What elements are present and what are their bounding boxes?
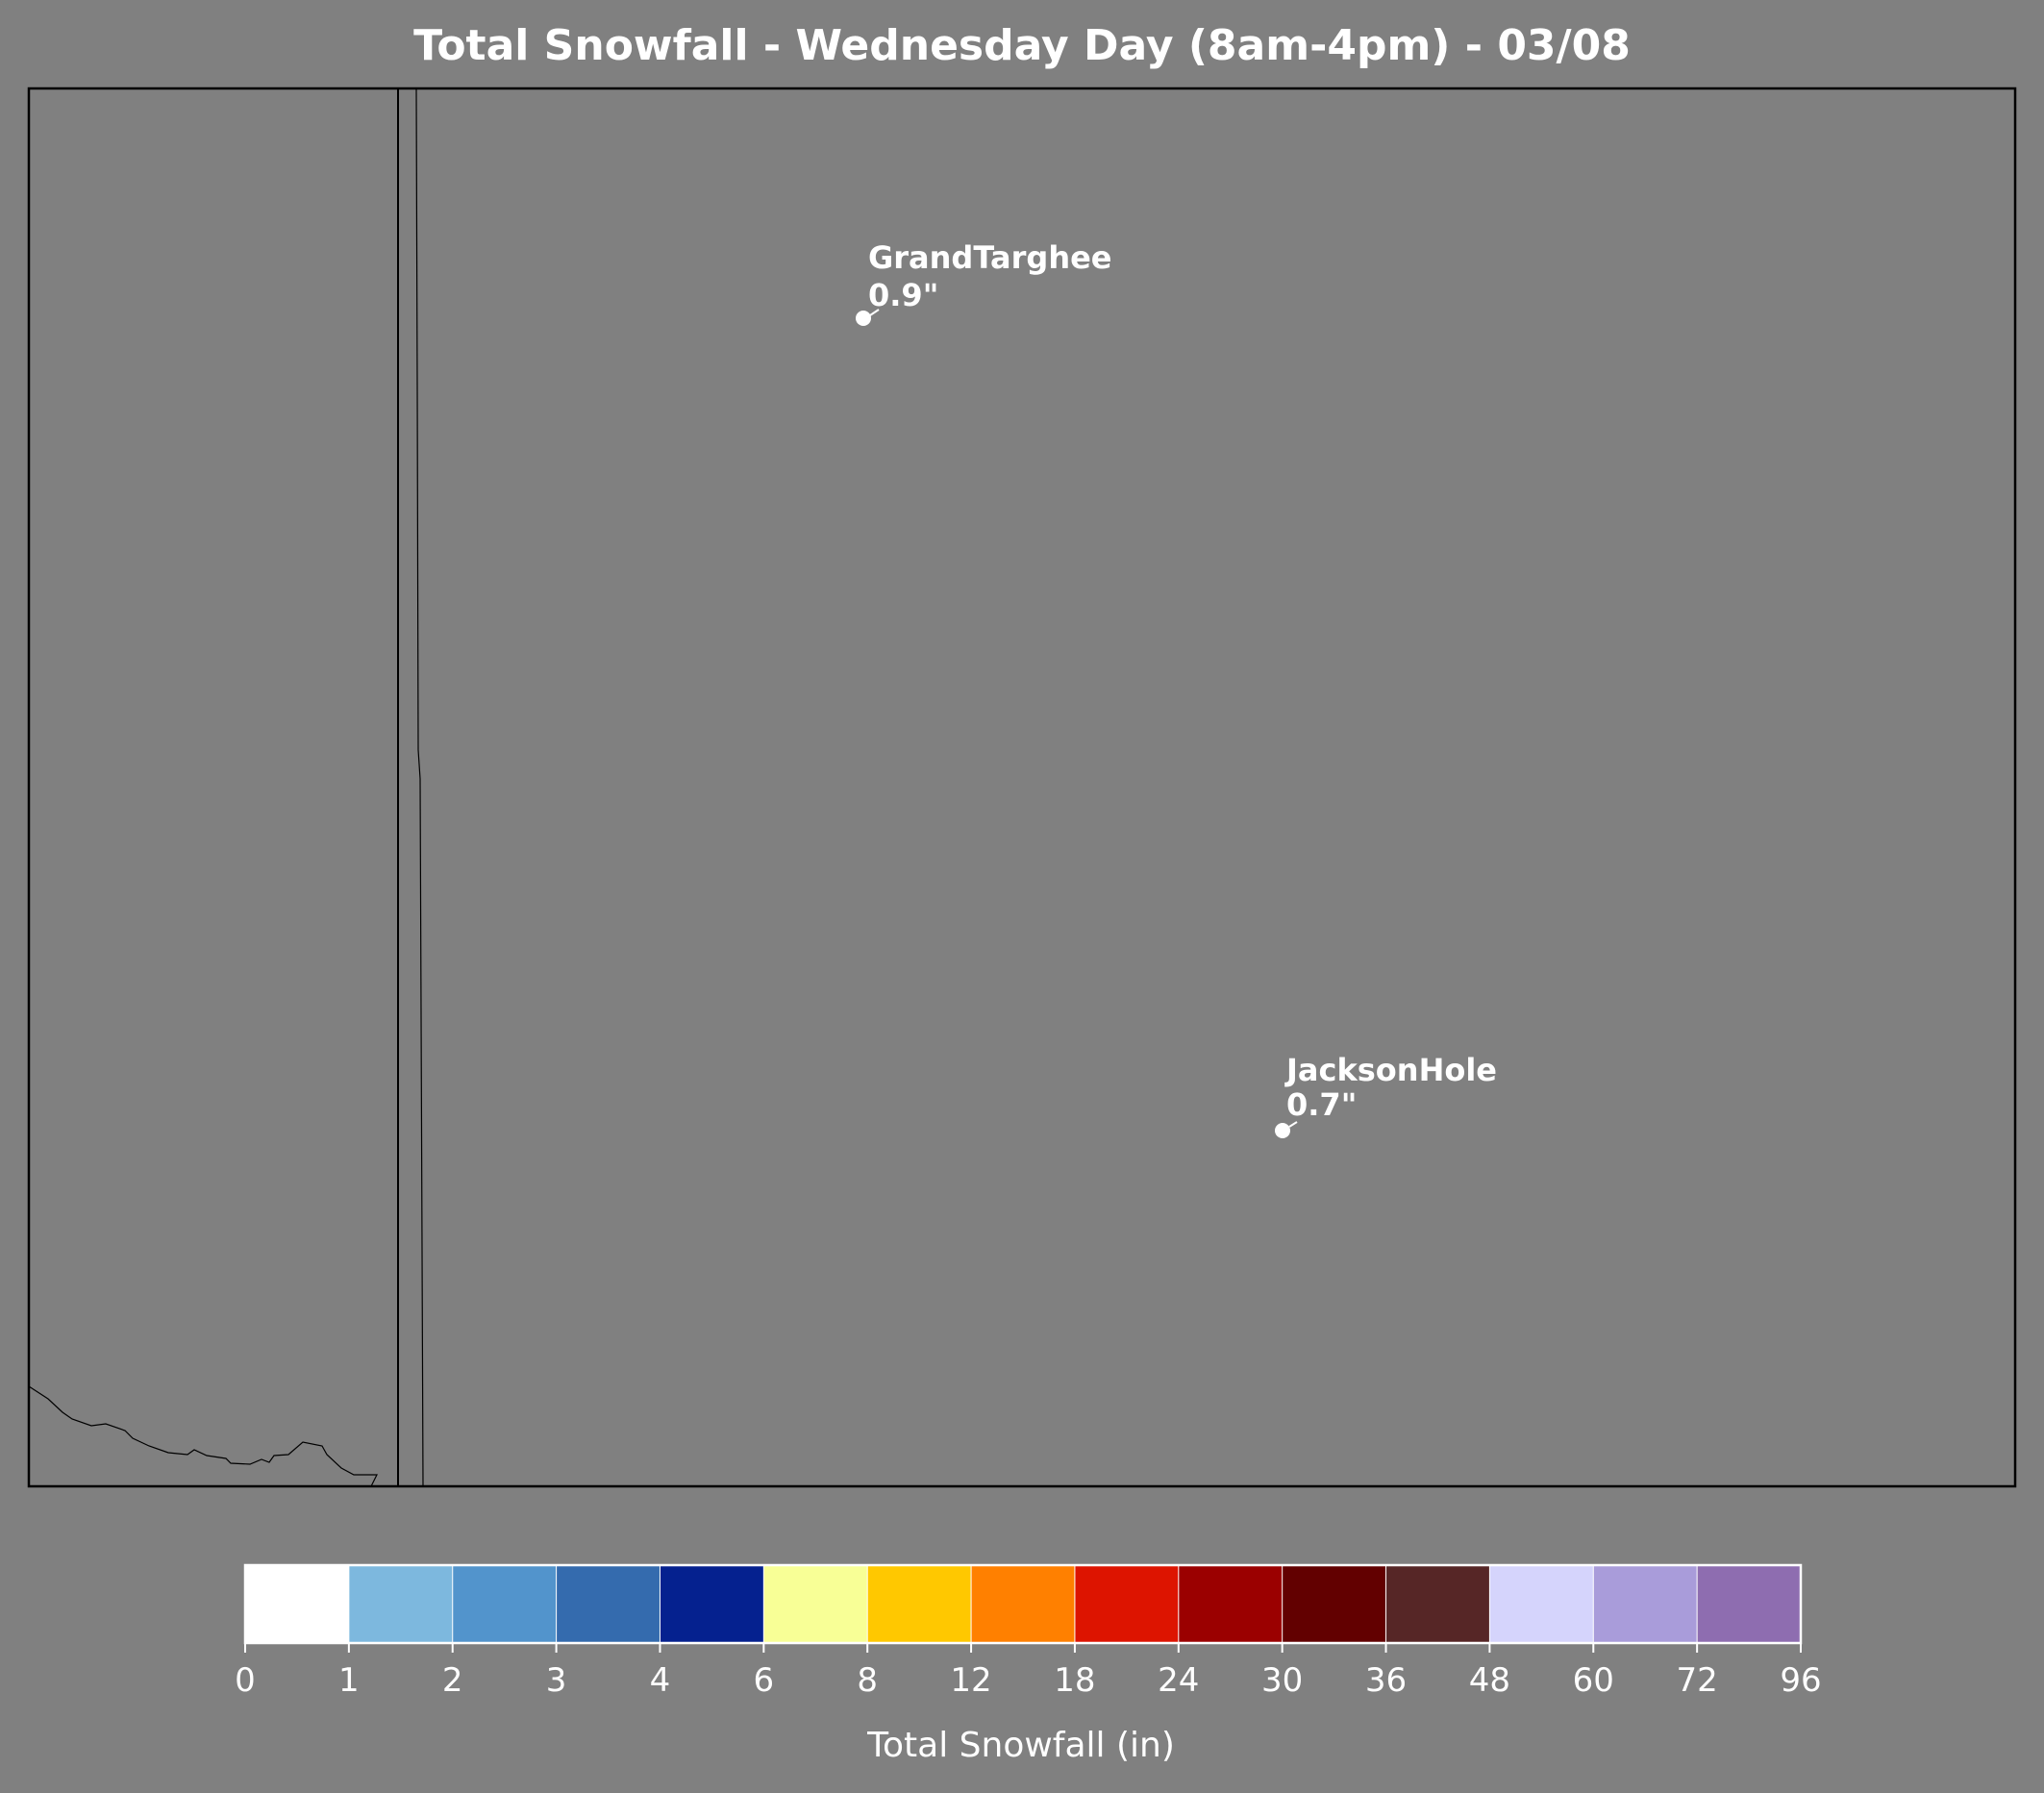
colorbar-swatch — [1697, 1565, 1802, 1643]
colorbar-swatch — [867, 1565, 972, 1643]
colorbar-tick-label: 2 — [442, 1661, 463, 1700]
station-leader — [869, 309, 880, 316]
colorbar-swatch — [660, 1565, 764, 1643]
colorbar: 0 1 2 3 4 6 8 12 18 24 30 36 48 60 72 96 — [235, 1563, 1822, 1700]
station-jacksonhole[interactable]: JacksonHole 0.7" — [1275, 1052, 1497, 1138]
boundary-line — [28, 1385, 378, 1487]
colorbar-tick-label: 48 — [1469, 1661, 1510, 1700]
colorbar-swatch — [971, 1565, 1076, 1643]
colorbar-tick-label: 30 — [1261, 1661, 1303, 1700]
colorbar-tick-label: 96 — [1780, 1661, 1821, 1700]
colorbar-swatch — [1074, 1565, 1180, 1643]
station-grandtarghee[interactable]: GrandTarghee 0.9" — [856, 239, 1112, 326]
colorbar-tick-label: 36 — [1365, 1661, 1407, 1700]
station-name: GrandTarghee — [868, 239, 1112, 276]
colorbar-swatch — [763, 1565, 868, 1643]
colorbar-swatch — [1593, 1565, 1698, 1643]
colorbar-swatch — [556, 1565, 661, 1643]
colorbar-tick-label: 72 — [1677, 1661, 1718, 1700]
station-leader — [1288, 1121, 1298, 1128]
colorbar-tick-label: 8 — [857, 1661, 878, 1700]
station-marker — [1275, 1123, 1290, 1138]
colorbar-tick-label: 60 — [1573, 1661, 1614, 1700]
station-value: 0.9" — [868, 277, 938, 313]
colorbar-tick-label: 24 — [1158, 1661, 1199, 1700]
map-frame — [27, 87, 2017, 1488]
colorbar-tick-label: 12 — [950, 1661, 991, 1700]
colorbar-label: Total Snowfall (in) — [866, 1726, 1175, 1765]
colorbar-swatch — [1489, 1565, 1594, 1643]
colorbar-tick-label: 6 — [754, 1661, 775, 1700]
colorbar-swatch — [245, 1565, 350, 1643]
colorbar-swatch — [1178, 1565, 1284, 1643]
colorbar-tick-label: 0 — [235, 1661, 256, 1700]
colorbar-tick-label: 18 — [1054, 1661, 1095, 1700]
colorbar-swatch — [1385, 1565, 1490, 1643]
station-marker — [856, 311, 871, 326]
colorbar-tick-label: 4 — [650, 1661, 671, 1700]
map-title: Total Snowfall - Wednesday Day (8am-4pm)… — [413, 21, 1631, 70]
colorbar-swatch — [452, 1565, 558, 1643]
colorbar-swatch — [1282, 1565, 1387, 1643]
colorbar-tick-label: 1 — [338, 1661, 360, 1700]
colorbar-tick-label: 3 — [546, 1661, 567, 1700]
station-value: 0.7" — [1286, 1086, 1357, 1123]
colorbar-swatch — [348, 1565, 454, 1643]
colorbar-outline — [243, 1563, 1803, 1645]
station-name: JacksonHole — [1284, 1052, 1497, 1088]
boundary-line — [415, 87, 424, 1487]
